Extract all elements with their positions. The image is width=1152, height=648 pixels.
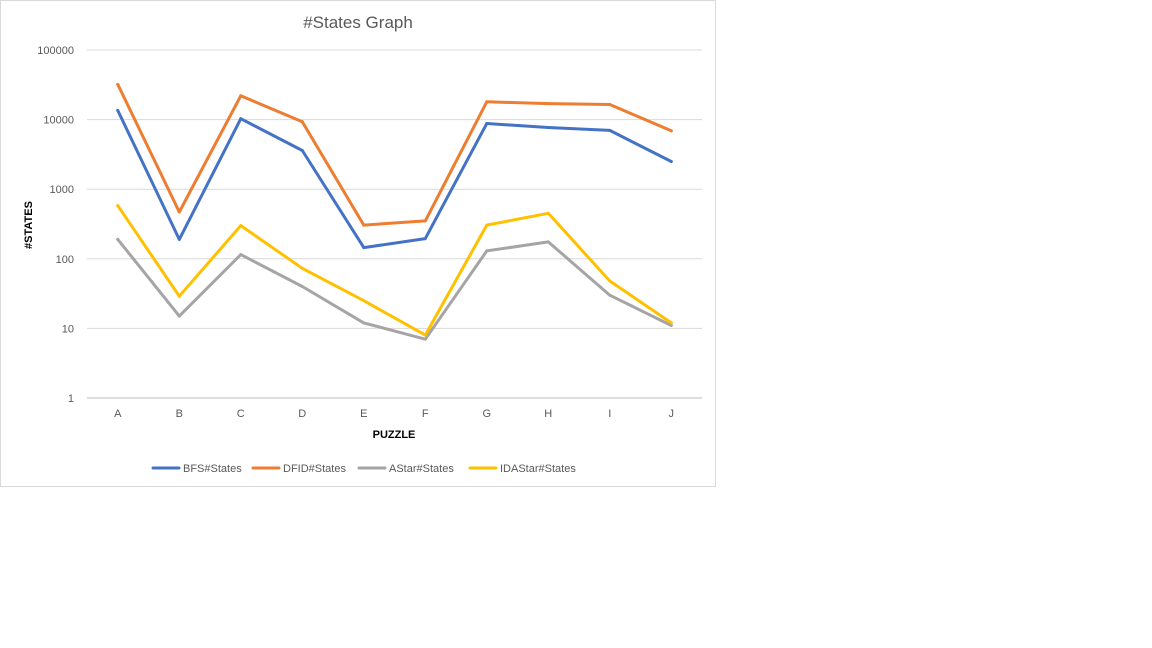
data-point [546, 211, 550, 215]
legend-label: BFS#States [183, 463, 242, 475]
legend-label: DFID#States [283, 463, 346, 475]
data-point [485, 100, 489, 104]
x-tick-label: J [669, 408, 675, 420]
data-point [116, 109, 120, 113]
series-AStar#States [116, 237, 673, 341]
series-BFS#States [116, 109, 673, 250]
data-point [116, 204, 120, 208]
series-line [116, 237, 673, 341]
data-point [608, 279, 612, 283]
data-point [669, 324, 673, 328]
data-point [239, 253, 243, 257]
chart-title: #States Graph [303, 13, 413, 32]
legend-label: IDAStar#States [500, 463, 576, 475]
chart-area: #States Graph 1 10 100 1000 10000 100000 A B C D… [0, 0, 716, 487]
gridlines [87, 49, 702, 399]
data-point [239, 94, 243, 98]
data-point [177, 210, 181, 214]
series-line [116, 204, 673, 337]
x-axis-ticks: A B C D E F G H I J [114, 408, 674, 420]
legend-item: IDAStar#States [468, 463, 576, 475]
data-point [177, 237, 181, 241]
x-tick-label: A [114, 408, 122, 420]
data-point [546, 102, 550, 106]
x-tick-label: H [544, 408, 552, 420]
data-point [608, 293, 612, 297]
x-tick-label: C [237, 408, 245, 420]
y-tick-label: 1000 [50, 184, 74, 196]
data-point [300, 284, 304, 288]
x-tick-label: E [360, 408, 367, 420]
x-tick-label: G [482, 408, 491, 420]
data-point [239, 224, 243, 228]
data-point [300, 266, 304, 270]
data-point [300, 148, 304, 152]
data-point [362, 321, 366, 325]
legend-item: BFS#States [151, 463, 242, 475]
y-axis-title: #STATES [23, 201, 35, 249]
line-chart: #States Graph 1 10 100 1000 10000 100000 A B C D… [23, 13, 702, 475]
y-tick-label: 100000 [37, 45, 74, 57]
data-point [669, 160, 673, 164]
data-point [362, 299, 366, 303]
y-tick-label: 1 [68, 393, 74, 405]
legend-item: DFID#States [251, 463, 346, 475]
legend: BFS#States DFID#States AStar#States IDAStar… [151, 463, 576, 475]
x-axis-title: PUZZLE [373, 429, 416, 441]
y-tick-label: 100 [56, 254, 74, 266]
legend-item: AStar#States [357, 463, 454, 475]
data-point [423, 219, 427, 223]
data-point [177, 294, 181, 298]
series-DFID#States [116, 82, 673, 227]
data-point [239, 117, 243, 121]
data-point [177, 314, 181, 318]
data-point [608, 102, 612, 106]
data-point [116, 237, 120, 241]
data-point [116, 82, 120, 86]
series-lines [116, 82, 673, 341]
data-point [423, 333, 427, 337]
data-point [546, 126, 550, 130]
data-point [485, 223, 489, 227]
data-point [423, 237, 427, 241]
series-line [116, 82, 673, 227]
series-line [116, 109, 673, 250]
data-point [300, 120, 304, 124]
data-point [423, 337, 427, 341]
data-point [485, 121, 489, 125]
x-tick-label: B [176, 408, 183, 420]
x-tick-label: I [608, 408, 611, 420]
data-point [485, 249, 489, 253]
data-point [669, 321, 673, 325]
x-tick-label: F [422, 408, 429, 420]
y-tick-label: 10 [62, 323, 74, 335]
data-point [546, 240, 550, 244]
data-point [362, 223, 366, 227]
legend-label: AStar#States [389, 463, 454, 475]
data-point [669, 129, 673, 133]
series-IDAStar#States [116, 204, 673, 337]
data-point [362, 246, 366, 250]
y-tick-label: 10000 [43, 115, 74, 127]
data-point [608, 128, 612, 132]
x-tick-label: D [298, 408, 306, 420]
y-axis-ticks: 1 10 100 1000 10000 100000 [37, 45, 74, 405]
